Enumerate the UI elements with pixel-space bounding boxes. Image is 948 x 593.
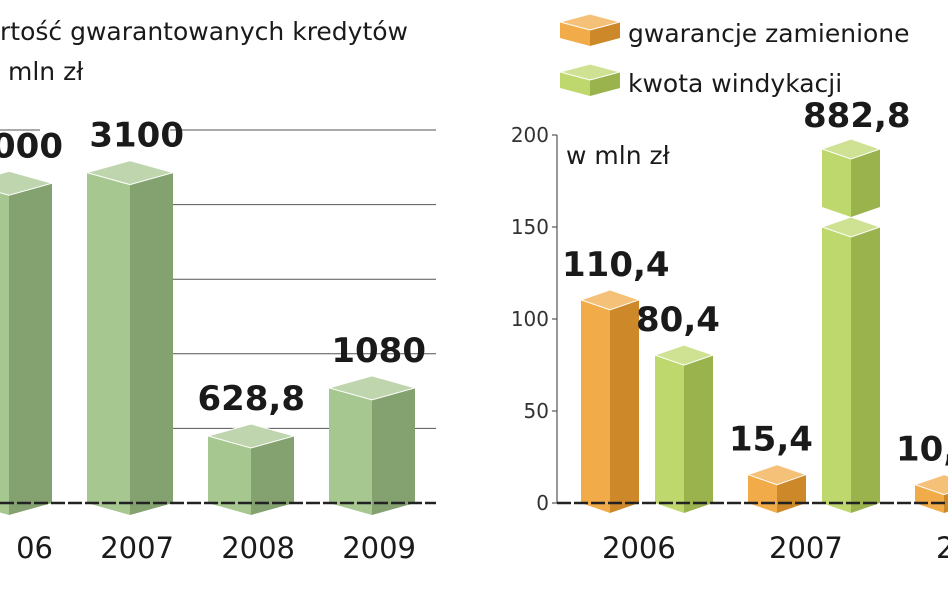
x-tick-label: 2007 — [100, 531, 174, 565]
bar-top — [206, 423, 296, 449]
legend-label: gwarancje zamienione — [628, 19, 910, 48]
bar-top — [746, 464, 808, 486]
bar-face-right — [9, 183, 52, 516]
bar — [327, 375, 417, 515]
value-label: 000 — [0, 126, 63, 166]
bar — [653, 344, 715, 513]
y-tick-label: 100 — [511, 307, 549, 331]
bar — [206, 423, 296, 515]
bar-top — [820, 216, 882, 238]
legend-swatch — [558, 63, 622, 96]
bar-top — [558, 63, 622, 81]
bar-face-right — [372, 387, 415, 515]
y-tick-label: 0 — [536, 491, 549, 515]
bar — [820, 138, 882, 513]
x-tick-label: 2008 — [221, 531, 295, 565]
x-tick-label: 06 — [16, 531, 53, 565]
bar-face-right — [684, 355, 713, 513]
bar-face-left — [581, 299, 610, 513]
x-tick-label: 2 — [936, 531, 948, 565]
bar — [913, 474, 948, 513]
x-tick-label: 2006 — [602, 531, 676, 565]
bar-face-left — [655, 355, 684, 513]
bar — [579, 289, 641, 513]
bar-top — [579, 289, 641, 311]
x-tick-label: 2009 — [342, 531, 416, 565]
value-label: 80,4 — [636, 300, 720, 340]
bar-face-left — [329, 387, 372, 515]
bar-top — [913, 474, 948, 496]
bar-top — [653, 344, 715, 366]
bar-top — [820, 138, 882, 160]
value-label: 110,4 — [562, 245, 670, 285]
bar-face-right — [610, 299, 639, 513]
chart-subtitle: w mln zł — [566, 141, 671, 170]
value-label: 1080 — [331, 331, 426, 371]
bar-face-left — [822, 149, 851, 217]
chart-title: rtość gwarantowanych kredytów — [0, 17, 408, 46]
value-label: 628,8 — [197, 379, 305, 419]
legend-label: kwota windykacji — [628, 69, 842, 98]
bar-face-left — [87, 172, 130, 515]
value-label: 15,4 — [729, 420, 813, 460]
bar-face-right — [130, 172, 173, 515]
bar-face-left — [0, 192, 9, 515]
bar-top — [558, 13, 622, 31]
bar — [746, 464, 808, 513]
chart-subtitle: mln zł — [8, 57, 84, 86]
bar-face-right — [944, 493, 948, 513]
x-tick-label: 2007 — [769, 531, 843, 565]
bar — [0, 170, 54, 516]
bar-top — [327, 375, 417, 401]
value-label: 10, — [896, 430, 948, 470]
bar-face-left — [822, 227, 851, 513]
bar-face-left — [208, 435, 251, 515]
bar-face-right — [851, 149, 880, 217]
value-label: 3100 — [89, 116, 184, 156]
bar-face-left — [915, 484, 944, 513]
y-tick-label: 50 — [524, 399, 549, 423]
y-tick-label: 200 — [511, 123, 549, 147]
bar-face-right — [251, 435, 294, 515]
y-tick-label: 150 — [511, 215, 549, 239]
bar-top — [85, 160, 175, 186]
bar-top — [0, 170, 54, 196]
legend-swatch — [558, 13, 622, 46]
bar-face-right — [851, 227, 880, 513]
value-label: 882,8 — [803, 96, 911, 136]
bar — [85, 160, 175, 515]
